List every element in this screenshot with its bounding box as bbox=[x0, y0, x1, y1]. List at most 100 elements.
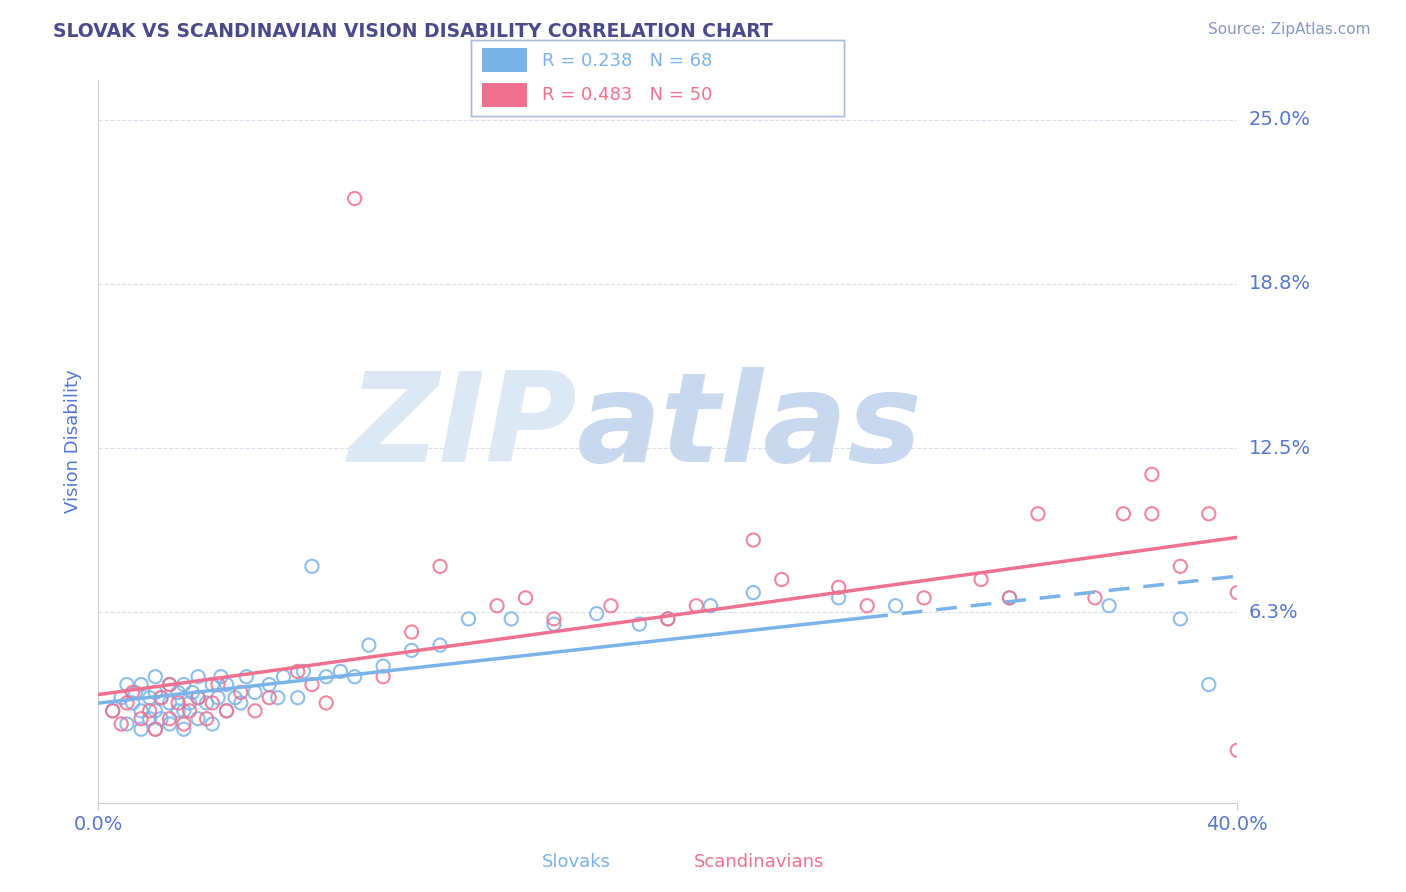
Point bbox=[101, 704, 124, 718]
Text: 12.5%: 12.5% bbox=[1249, 439, 1310, 458]
Point bbox=[138, 704, 160, 718]
Point bbox=[486, 599, 509, 613]
Point bbox=[207, 677, 229, 691]
Point bbox=[585, 607, 607, 621]
Point bbox=[121, 696, 143, 710]
Point bbox=[173, 704, 195, 718]
Point bbox=[167, 685, 190, 699]
Point bbox=[167, 704, 190, 718]
Point bbox=[970, 573, 993, 587]
Point bbox=[101, 704, 124, 718]
Point bbox=[145, 685, 167, 699]
Point bbox=[259, 677, 281, 691]
Point bbox=[315, 670, 337, 684]
Point bbox=[657, 612, 679, 626]
Point bbox=[770, 573, 793, 587]
Point bbox=[138, 712, 160, 726]
Point bbox=[201, 717, 224, 731]
Text: atlas: atlas bbox=[576, 367, 922, 488]
Point bbox=[1198, 507, 1220, 521]
Point bbox=[159, 712, 181, 726]
Point bbox=[401, 643, 423, 657]
Text: Scandinavians: Scandinavians bbox=[693, 854, 824, 871]
Point bbox=[229, 685, 252, 699]
Point bbox=[215, 704, 238, 718]
Point bbox=[273, 670, 295, 684]
Point bbox=[1170, 559, 1192, 574]
Point bbox=[884, 599, 907, 613]
Point bbox=[828, 580, 851, 594]
FancyBboxPatch shape bbox=[482, 47, 527, 72]
Point bbox=[267, 690, 290, 705]
Point bbox=[515, 591, 537, 605]
Point bbox=[685, 599, 707, 613]
Point bbox=[115, 677, 138, 691]
Point bbox=[501, 612, 523, 626]
Point bbox=[124, 685, 146, 699]
Point bbox=[121, 685, 143, 699]
Point bbox=[181, 685, 204, 699]
Point bbox=[150, 690, 173, 705]
Point bbox=[173, 677, 195, 691]
Point bbox=[699, 599, 721, 613]
Point bbox=[201, 696, 224, 710]
Point bbox=[195, 712, 218, 726]
Point bbox=[173, 723, 195, 737]
Point bbox=[543, 612, 565, 626]
Point bbox=[742, 585, 765, 599]
Point bbox=[115, 717, 138, 731]
Point bbox=[138, 690, 160, 705]
Point bbox=[179, 704, 201, 718]
Point bbox=[209, 670, 232, 684]
Point bbox=[457, 612, 479, 626]
Point bbox=[1170, 612, 1192, 626]
Point bbox=[1226, 743, 1249, 757]
Point bbox=[110, 717, 132, 731]
Point bbox=[259, 690, 281, 705]
Point bbox=[357, 638, 380, 652]
Point bbox=[1226, 585, 1249, 599]
Text: ZIP: ZIP bbox=[349, 367, 576, 488]
Point bbox=[1084, 591, 1107, 605]
Point bbox=[329, 665, 352, 679]
Text: 25.0%: 25.0% bbox=[1249, 111, 1310, 129]
Point bbox=[150, 712, 173, 726]
Point bbox=[1140, 467, 1163, 482]
Point bbox=[1112, 507, 1135, 521]
Point bbox=[145, 723, 167, 737]
Point bbox=[129, 704, 152, 718]
Point bbox=[600, 599, 623, 613]
Point bbox=[207, 690, 229, 705]
Text: R = 0.238   N = 68: R = 0.238 N = 68 bbox=[541, 53, 713, 70]
Point bbox=[856, 599, 879, 613]
Point bbox=[301, 559, 323, 574]
Point bbox=[343, 192, 366, 206]
Point bbox=[243, 704, 266, 718]
Point bbox=[110, 690, 132, 705]
Text: 18.8%: 18.8% bbox=[1249, 275, 1310, 293]
Point bbox=[429, 559, 451, 574]
Point bbox=[187, 690, 209, 705]
Point bbox=[373, 659, 395, 673]
Point bbox=[373, 670, 395, 684]
Point bbox=[179, 696, 201, 710]
Point bbox=[401, 625, 423, 640]
Point bbox=[1198, 677, 1220, 691]
Point bbox=[215, 677, 238, 691]
Point bbox=[201, 677, 224, 691]
Point bbox=[628, 617, 651, 632]
Point bbox=[150, 690, 173, 705]
Point bbox=[912, 591, 935, 605]
Point bbox=[187, 670, 209, 684]
Point bbox=[115, 696, 138, 710]
Point bbox=[187, 712, 209, 726]
Point bbox=[145, 704, 167, 718]
Point bbox=[1140, 507, 1163, 521]
Point bbox=[159, 677, 181, 691]
Text: SLOVAK VS SCANDINAVIAN VISION DISABILITY CORRELATION CHART: SLOVAK VS SCANDINAVIAN VISION DISABILITY… bbox=[53, 22, 773, 41]
Point bbox=[129, 723, 152, 737]
Point bbox=[145, 670, 167, 684]
Point bbox=[828, 591, 851, 605]
Text: R = 0.483   N = 50: R = 0.483 N = 50 bbox=[541, 87, 713, 104]
Point bbox=[543, 617, 565, 632]
